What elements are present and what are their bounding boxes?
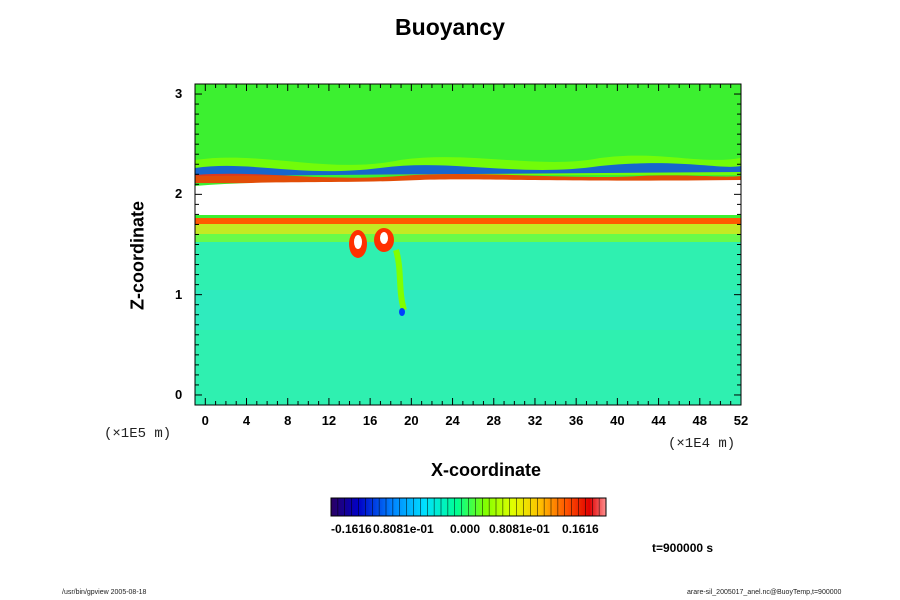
lower-edge-red xyxy=(195,218,741,224)
y-axis-unit: (×1E5 m) xyxy=(104,426,172,442)
x-tick-label: 8 xyxy=(284,413,292,428)
heatmap-field xyxy=(195,84,741,405)
x-tick-label: 0 xyxy=(201,413,209,428)
lower-cyan-band xyxy=(195,290,741,330)
colorbar-label-4: 0.1616 xyxy=(562,522,599,536)
footer-left: /usr/bin/gpview 2005-08-18 xyxy=(62,589,147,596)
x-axis-unit: (×1E4 m) xyxy=(668,436,736,452)
y-ticks xyxy=(195,83,741,396)
x-tick-label: 36 xyxy=(568,413,584,428)
x-tick-label: 52 xyxy=(733,413,749,428)
wave-band-blue xyxy=(195,163,741,176)
colorbar-label-3: 0.8081e-01 xyxy=(489,522,550,536)
plume-base xyxy=(399,308,405,316)
y-tick-label: 0 xyxy=(175,386,183,402)
plume-stem xyxy=(393,249,407,311)
x-tick-label: 4 xyxy=(242,413,251,428)
y-tick-label: 3 xyxy=(175,86,183,102)
colorbar-label-1: 0.8081e-01 xyxy=(373,522,434,536)
colorbar-ticks xyxy=(337,498,600,516)
colorbar-label-2: 0.000 xyxy=(450,522,481,536)
x-tick-label: 16 xyxy=(362,413,378,428)
plume-left-core xyxy=(354,235,362,249)
y-tick-label: 1 xyxy=(175,286,183,302)
chart-title: Buoyancy xyxy=(395,14,505,40)
plume-right-core xyxy=(380,232,388,244)
time-label: t=900000 s xyxy=(652,541,714,555)
x-tick-label: 44 xyxy=(651,413,666,428)
lower-edge-green xyxy=(195,234,741,242)
x-tick-label: 48 xyxy=(692,413,708,428)
colorbar-label-0: -0.1616 xyxy=(331,522,372,536)
saturated-layer xyxy=(195,179,741,215)
lower-edge-yellow xyxy=(195,224,741,234)
x-tick-label: 32 xyxy=(527,413,543,428)
x-tick-label: 20 xyxy=(404,413,419,428)
footer-right: arare-sil_2005017_anel.nc@BuoyTemp,t=900… xyxy=(687,589,842,596)
x-ticks xyxy=(204,84,742,405)
x-tick-label: 12 xyxy=(321,413,337,428)
x-axis-label: X-coordinate xyxy=(430,460,541,480)
x-tick-label: 40 xyxy=(610,413,625,428)
y-tick-label: 2 xyxy=(175,186,183,202)
x-tick-label: 28 xyxy=(486,413,501,428)
x-tick-label: 24 xyxy=(445,413,460,428)
